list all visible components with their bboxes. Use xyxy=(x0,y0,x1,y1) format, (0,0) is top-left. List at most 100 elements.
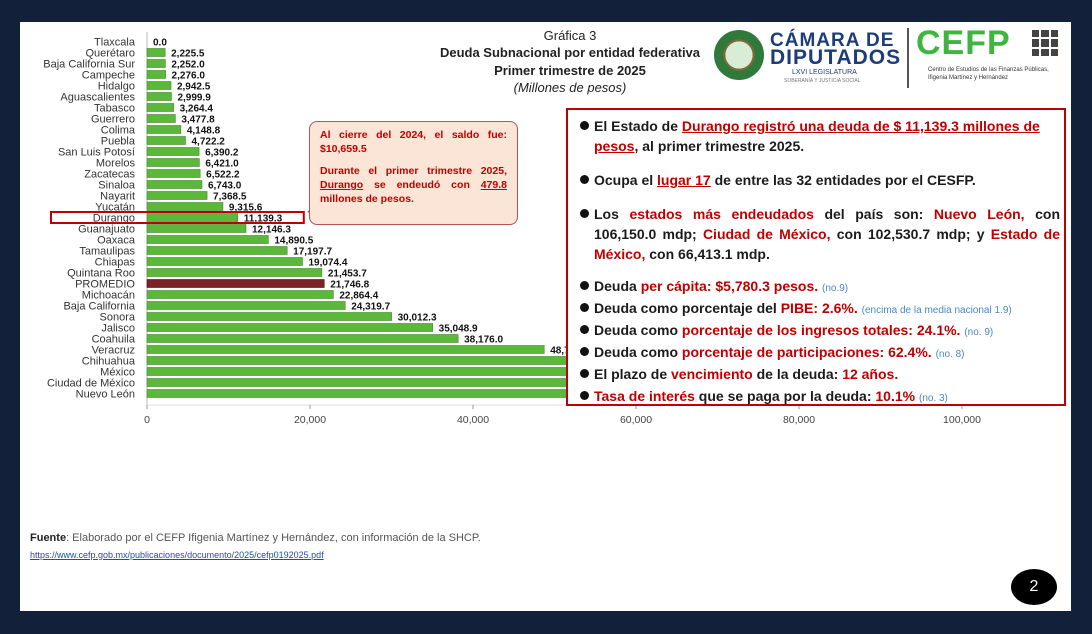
data-label: 24,319.7 xyxy=(351,302,390,313)
info-item-top-states: Los estados más endeudados del país son:… xyxy=(580,204,1061,264)
info-i3-c: del país son: xyxy=(813,206,934,222)
data-label: 30,012.3 xyxy=(398,313,437,324)
camara-logo-line3: LXVI LEGISLATURA xyxy=(792,69,857,76)
callout-p2-a: Durante el primer trimestre 2025, xyxy=(320,165,507,177)
page-number-badge: 2 xyxy=(1011,569,1057,605)
info-i2-a: Ocupa el xyxy=(594,172,658,188)
bar xyxy=(146,147,200,156)
bar xyxy=(146,224,247,233)
category-label: Morelos xyxy=(96,158,136,170)
callout-p2-c: se endeudó con xyxy=(363,179,481,191)
data-label: 6,522.2 xyxy=(206,170,240,181)
data-label: 11,139.3 xyxy=(244,214,283,225)
category-label: Campeche xyxy=(82,70,135,82)
bullet-icon xyxy=(580,209,589,218)
info-i6-b: porcentaje de los ingresos totales: 24.1… xyxy=(681,322,961,338)
category-label: Sonora xyxy=(100,312,136,324)
camara-logo-line4: SOBERANÍA Y JUSTICIA SOCIAL xyxy=(784,78,861,84)
category-label: Sinaloa xyxy=(98,180,136,192)
x-tick-label: 100,000 xyxy=(943,414,981,426)
category-label: Tlaxcala xyxy=(94,37,136,49)
bullet-icon xyxy=(580,369,589,378)
data-label: 3,477.8 xyxy=(181,115,215,126)
x-tick-label: 20,000 xyxy=(294,414,326,426)
category-label: Durango xyxy=(93,213,135,225)
cefp-grid-icon xyxy=(1032,30,1058,56)
data-label: 3,264.4 xyxy=(180,104,214,115)
bar xyxy=(146,323,433,332)
info-i3-i: con 66,413.1 mdp. xyxy=(645,246,770,262)
bar xyxy=(146,114,176,123)
bar xyxy=(146,169,201,178)
bar xyxy=(146,70,166,79)
data-label: 4,722.2 xyxy=(191,137,225,148)
bar xyxy=(146,356,593,365)
info-i7-a: Deuda como xyxy=(594,344,682,360)
info-i5-a: Deuda como porcentaje del xyxy=(594,300,781,316)
camara-logo-line1: CÁMARA DE xyxy=(770,30,895,51)
data-label: 2,225.5 xyxy=(171,49,205,60)
bullet-icon xyxy=(580,347,589,356)
category-label: México xyxy=(100,367,135,379)
bar xyxy=(146,191,208,200)
category-label: Colima xyxy=(101,125,136,137)
category-label: PROMEDIO xyxy=(75,279,135,291)
bar xyxy=(146,301,346,310)
category-label: Jalisco xyxy=(101,323,135,335)
durango-highlight-box xyxy=(50,211,305,224)
source-text: : Elaborado por el CEFP Ifigenia Martíne… xyxy=(66,532,481,544)
bar xyxy=(146,312,392,321)
source-link[interactable]: https://www.cefp.gob.mx/publicaciones/do… xyxy=(30,550,324,560)
data-label: 35,048.9 xyxy=(439,324,478,335)
info-i3-h: Estado de México, xyxy=(594,226,1061,262)
data-label: 21,746.8 xyxy=(330,280,369,291)
category-label: Querétaro xyxy=(85,48,135,60)
bar xyxy=(146,345,545,354)
info-i3-g: con 102,530.7 mdp; y xyxy=(830,226,991,242)
data-label: 21,453.7 xyxy=(328,269,367,280)
category-label: Chiapas xyxy=(95,257,136,269)
source-note: Fuente: Elaborado por el CEFP Ifigenia M… xyxy=(30,532,481,544)
bullet-icon xyxy=(580,175,589,184)
data-label: 4,148.8 xyxy=(187,126,221,137)
info-i9-note: (no. 3) xyxy=(918,393,948,404)
info-item-maturity: El plazo de vencimiento de la deuda: 12 … xyxy=(580,364,1060,384)
info-i9-a: Tasa de interés xyxy=(594,388,695,404)
category-label: Tabasco xyxy=(94,103,135,115)
camara-diputados-logo: CÁMARA DE DIPUTADOS LXVI LEGISLATURA SOB… xyxy=(714,28,900,86)
info-i2-c: de entre las 32 entidades por el CESFP. xyxy=(710,172,976,188)
x-tick-label: 0 xyxy=(144,414,150,426)
category-label: Ciudad de México xyxy=(47,378,135,390)
durango-info-box: El Estado de Durango registró una deuda … xyxy=(566,108,1066,406)
info-item-interest: Tasa de interés que se paga por la deuda… xyxy=(580,386,1060,409)
callout-paragraph-2: Durante el primer trimestre 2025, Durang… xyxy=(320,164,507,206)
bullet-icon xyxy=(580,303,589,312)
data-label: 9,315.6 xyxy=(229,203,263,214)
category-label: Oaxaca xyxy=(97,235,136,247)
category-label: Hidalgo xyxy=(98,81,135,93)
info-i3-d: Nuevo León, xyxy=(933,206,1025,222)
info-item-participations: Deuda como porcentaje de participaciones… xyxy=(580,342,1060,365)
x-tick-label: 40,000 xyxy=(457,414,489,426)
category-label: Puebla xyxy=(101,136,136,148)
bar xyxy=(146,246,288,255)
info-i5-b: PIBE: 2.6%. xyxy=(780,300,858,316)
bar xyxy=(146,268,323,277)
info-i5-note: (encima de la media nacional 1.9) xyxy=(861,305,1012,316)
category-label: Aguascalientes xyxy=(60,92,135,104)
info-i7-note: (no. 8) xyxy=(935,349,965,360)
cefp-logo-subtitle: Centro de Estudios de las Finanzas Públi… xyxy=(928,66,1049,82)
callout-p2-state: Durango xyxy=(320,179,364,191)
bar xyxy=(146,59,166,68)
category-label: Chihuahua xyxy=(82,356,136,368)
data-label: 2,252.0 xyxy=(171,60,205,71)
bar xyxy=(146,235,269,244)
bar xyxy=(146,48,166,57)
cefp-logo-text: CEFP xyxy=(916,24,1011,62)
bar xyxy=(146,103,174,112)
category-label: San Luis Potosí xyxy=(58,147,135,159)
info-i8-a: El plazo de xyxy=(594,366,672,382)
info-i4-b: per cápita: $5,780.3 pesos. xyxy=(640,278,819,294)
category-label: Veracruz xyxy=(92,345,135,357)
bar xyxy=(146,279,325,288)
